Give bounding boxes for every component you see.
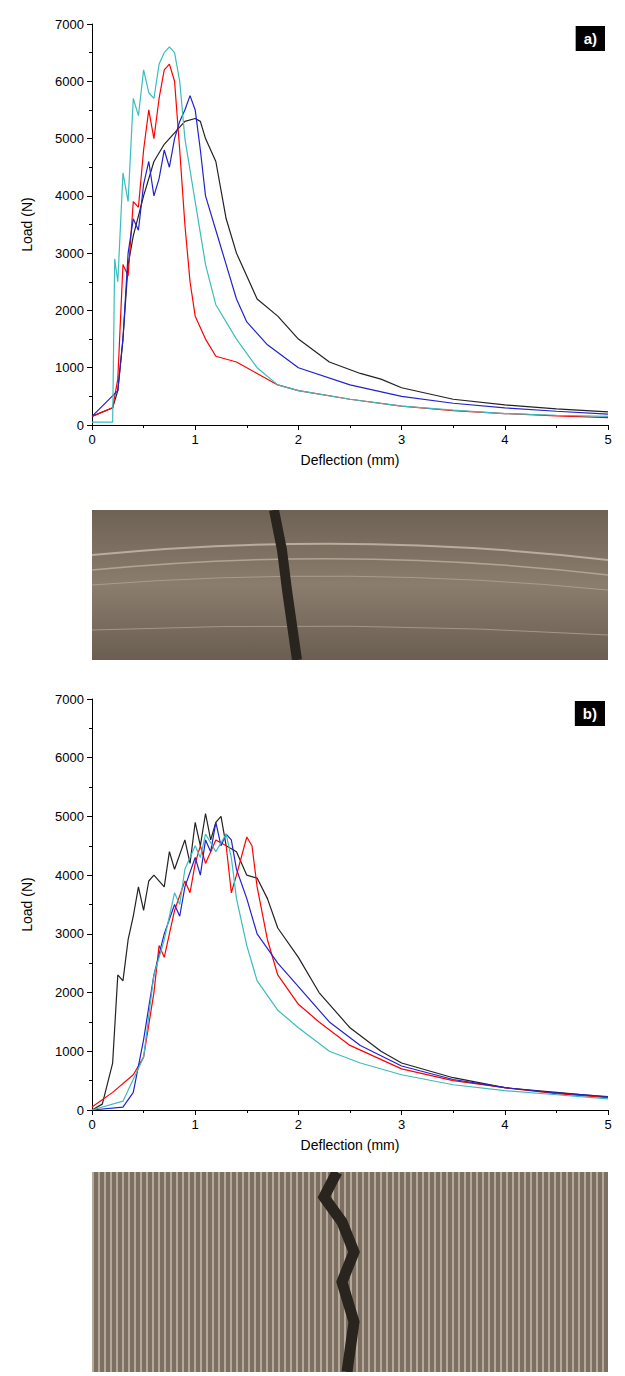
svg-text:5000: 5000 [55, 131, 84, 146]
svg-text:6000: 6000 [55, 750, 84, 765]
svg-text:Deflection (mm): Deflection (mm) [301, 1137, 400, 1153]
svg-text:Deflection (mm): Deflection (mm) [301, 452, 400, 468]
svg-text:3000: 3000 [55, 246, 84, 261]
svg-text:1000: 1000 [55, 1044, 84, 1059]
svg-text:3: 3 [398, 1117, 405, 1132]
svg-text:2000: 2000 [55, 985, 84, 1000]
svg-text:3: 3 [398, 432, 405, 447]
svg-text:1: 1 [192, 432, 199, 447]
svg-text:4: 4 [501, 432, 508, 447]
svg-text:5000: 5000 [55, 809, 84, 824]
svg-text:b): b) [583, 705, 597, 722]
svg-text:3000: 3000 [55, 926, 84, 941]
svg-text:7000: 7000 [55, 692, 84, 707]
svg-text:0: 0 [77, 1103, 84, 1118]
svg-text:Load (N): Load (N) [19, 877, 35, 931]
svg-text:5: 5 [604, 1117, 611, 1132]
svg-text:7000: 7000 [55, 17, 84, 32]
svg-text:0: 0 [88, 1117, 95, 1132]
svg-text:2: 2 [295, 432, 302, 447]
svg-text:2: 2 [295, 1117, 302, 1132]
svg-text:4000: 4000 [55, 188, 84, 203]
svg-text:4: 4 [501, 1117, 508, 1132]
svg-text:5: 5 [604, 432, 611, 447]
svg-text:0: 0 [77, 418, 84, 433]
svg-text:6000: 6000 [55, 74, 84, 89]
svg-text:4000: 4000 [55, 868, 84, 883]
svg-text:Load (N): Load (N) [19, 197, 35, 251]
svg-text:0: 0 [88, 432, 95, 447]
svg-text:2000: 2000 [55, 303, 84, 318]
svg-text:1: 1 [192, 1117, 199, 1132]
svg-text:a): a) [584, 30, 597, 47]
svg-text:1000: 1000 [55, 360, 84, 375]
